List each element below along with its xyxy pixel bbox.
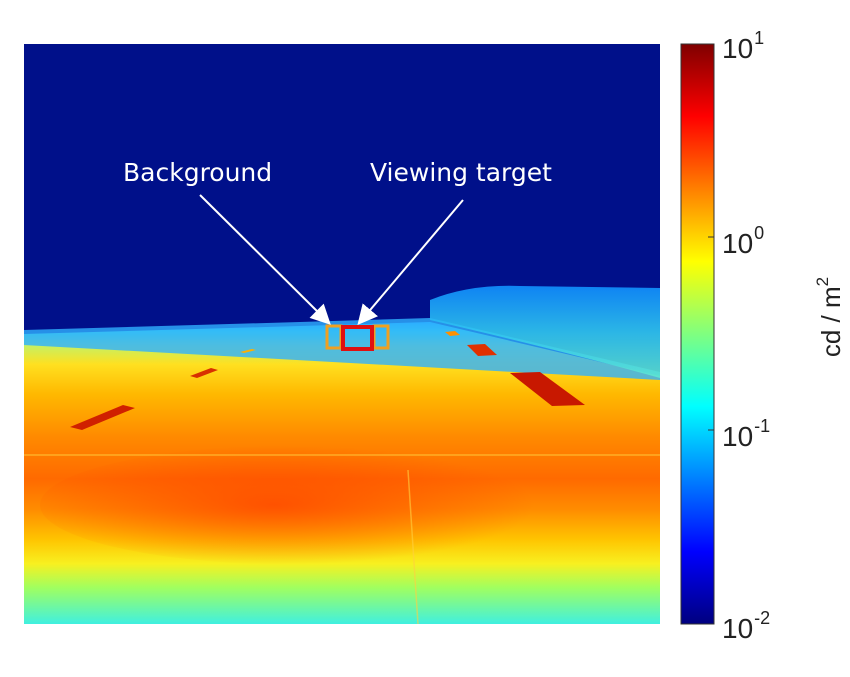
colorbar-tick-label: 10-2 [722, 608, 771, 644]
right-wall [430, 285, 660, 378]
pavement-joint [407, 469, 419, 625]
luminance-hotspot [40, 445, 560, 565]
colorbar [680, 43, 715, 625]
colorbar-tick-label: 10-1 [722, 416, 771, 452]
lane-marking [445, 331, 460, 336]
colorbar-tick-label: 100 [722, 223, 765, 259]
background-label: Background [123, 158, 273, 187]
target-arrow [357, 199, 464, 326]
lane-marking [467, 344, 497, 356]
viewing-target-box [341, 325, 374, 351]
viewing-target-label: Viewing target [370, 158, 552, 187]
lane-marking [510, 372, 585, 406]
background-arrow [199, 194, 331, 325]
colorbar-tick-label: 101 [722, 28, 765, 64]
lane-marking [70, 405, 135, 430]
lane-marking [240, 349, 256, 353]
lane-marking [190, 368, 218, 378]
colorbar-unit-label: cd / m2 [813, 276, 846, 358]
